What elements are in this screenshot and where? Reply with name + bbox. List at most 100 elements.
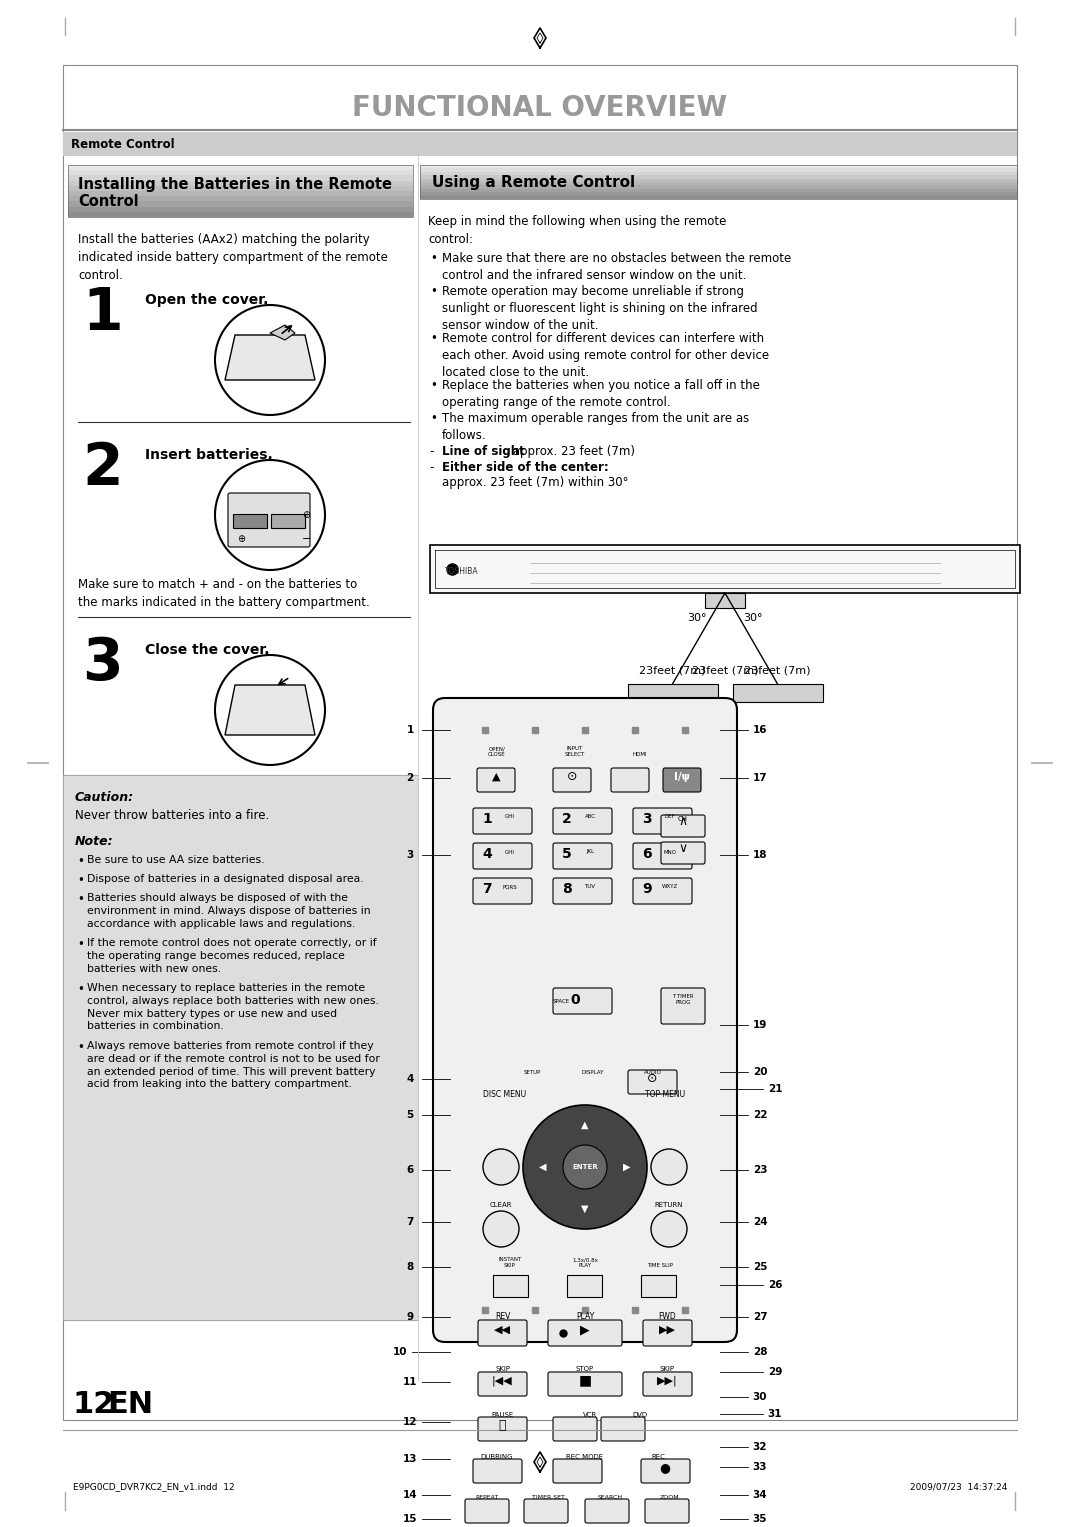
- Bar: [63, 66, 1017, 1420]
- Text: SETUP: SETUP: [524, 1070, 541, 1075]
- FancyBboxPatch shape: [661, 841, 705, 864]
- Text: DVD: DVD: [633, 1412, 648, 1419]
- Text: Installing the Batteries in the Remote
Control: Installing the Batteries in the Remote C…: [78, 177, 392, 209]
- Text: ∨: ∨: [678, 841, 688, 855]
- Bar: [68, 165, 413, 169]
- FancyBboxPatch shape: [473, 808, 532, 834]
- Text: 2: 2: [82, 440, 123, 496]
- Text: 20: 20: [753, 1067, 767, 1077]
- FancyBboxPatch shape: [553, 1458, 602, 1483]
- Text: ◀◀: ◀◀: [494, 1325, 511, 1335]
- Text: REPEAT: REPEAT: [475, 1495, 499, 1500]
- Text: OPEN/
CLOSE: OPEN/ CLOSE: [488, 747, 505, 757]
- Polygon shape: [225, 686, 315, 734]
- Text: 22: 22: [753, 1110, 767, 1119]
- FancyBboxPatch shape: [465, 1500, 509, 1522]
- Text: 9: 9: [643, 883, 652, 896]
- Text: 2: 2: [406, 773, 414, 783]
- Bar: [68, 191, 413, 195]
- FancyBboxPatch shape: [473, 843, 532, 869]
- Bar: [68, 206, 413, 212]
- Text: Always remove batteries from remote control if they
are dead or if the remote co: Always remove batteries from remote cont…: [87, 1041, 380, 1089]
- Text: When necessary to replace batteries in the remote
control, always replace both b: When necessary to replace batteries in t…: [87, 983, 379, 1031]
- Text: PQRS: PQRS: [502, 884, 517, 890]
- Text: 32: 32: [753, 1441, 767, 1452]
- Text: GHI: GHI: [505, 814, 515, 820]
- Text: 10: 10: [393, 1347, 407, 1358]
- Text: RETURN: RETURN: [654, 1202, 684, 1208]
- FancyBboxPatch shape: [633, 878, 692, 904]
- Circle shape: [523, 1106, 647, 1229]
- Text: INSTANT
SKIP: INSTANT SKIP: [498, 1257, 522, 1267]
- Text: 33: 33: [753, 1461, 767, 1472]
- Text: CH: CH: [678, 815, 688, 822]
- Circle shape: [651, 1211, 687, 1248]
- Text: 4: 4: [406, 1073, 414, 1084]
- Bar: [492, 1275, 528, 1296]
- FancyBboxPatch shape: [661, 988, 705, 1025]
- Bar: [271, 515, 305, 528]
- Text: 9: 9: [406, 1312, 414, 1322]
- Bar: [567, 1275, 602, 1296]
- Text: Insert batteries.: Insert batteries.: [145, 447, 273, 463]
- Text: -: -: [430, 461, 438, 473]
- Text: −: −: [302, 534, 311, 544]
- Text: DEF: DEF: [664, 814, 675, 820]
- Text: Close the cover.: Close the cover.: [145, 643, 270, 657]
- Bar: [642, 1275, 676, 1296]
- Text: ⊙: ⊙: [647, 1072, 658, 1086]
- Bar: [420, 176, 1017, 179]
- Bar: [420, 165, 1017, 168]
- Text: 8: 8: [562, 883, 572, 896]
- Text: SEARCH: SEARCH: [597, 1495, 622, 1500]
- Text: ●: ●: [660, 1461, 671, 1474]
- Bar: [420, 168, 1017, 173]
- Text: approx. 23 feet (7m) within 30°: approx. 23 feet (7m) within 30°: [442, 476, 629, 489]
- Circle shape: [563, 1145, 607, 1190]
- Text: : approx. 23 feet (7m): : approx. 23 feet (7m): [505, 444, 635, 458]
- FancyBboxPatch shape: [433, 698, 737, 1342]
- Text: CLEAR: CLEAR: [489, 1202, 512, 1208]
- FancyBboxPatch shape: [553, 768, 591, 793]
- Text: 12: 12: [403, 1417, 417, 1428]
- Text: 23feet (7m): 23feet (7m): [744, 666, 811, 676]
- Text: EN: EN: [107, 1390, 153, 1419]
- Text: 27: 27: [753, 1312, 767, 1322]
- Text: ▲: ▲: [581, 1119, 589, 1130]
- Bar: [420, 179, 1017, 182]
- FancyBboxPatch shape: [430, 545, 1020, 592]
- FancyBboxPatch shape: [473, 878, 532, 904]
- Text: •: •: [77, 893, 84, 906]
- Text: SKIP: SKIP: [496, 1367, 511, 1371]
- Text: ▶▶: ▶▶: [659, 1325, 675, 1335]
- Text: 7: 7: [406, 1217, 414, 1228]
- Bar: [420, 189, 1017, 192]
- Text: •: •: [77, 983, 84, 996]
- Text: 6: 6: [643, 847, 652, 861]
- Text: •: •: [77, 873, 84, 887]
- Text: 19: 19: [753, 1020, 767, 1031]
- Bar: [68, 186, 413, 191]
- Text: 7: 7: [482, 883, 491, 896]
- Text: 25: 25: [753, 1261, 767, 1272]
- Text: •: •: [430, 252, 437, 266]
- Text: REC MODE: REC MODE: [566, 1454, 604, 1460]
- Text: •: •: [430, 286, 437, 298]
- Text: E9PG0CD_DVR7KC2_EN_v1.indd  12: E9PG0CD_DVR7KC2_EN_v1.indd 12: [73, 1483, 234, 1492]
- Text: ZOOM: ZOOM: [660, 1495, 679, 1500]
- Text: 34: 34: [753, 1490, 767, 1500]
- FancyBboxPatch shape: [661, 815, 705, 837]
- FancyBboxPatch shape: [553, 843, 612, 869]
- Text: Note:: Note:: [75, 835, 113, 847]
- Text: ◀: ◀: [539, 1162, 546, 1173]
- Text: -: -: [430, 444, 438, 458]
- Bar: [68, 212, 413, 217]
- FancyBboxPatch shape: [477, 768, 515, 793]
- Text: HDMI: HDMI: [633, 751, 647, 757]
- Text: 3: 3: [82, 635, 123, 692]
- Bar: [420, 192, 1017, 195]
- Text: JKL: JKL: [586, 849, 594, 855]
- FancyBboxPatch shape: [642, 1458, 690, 1483]
- Text: If the remote control does not operate correctly, or if
the operating range beco: If the remote control does not operate c…: [87, 938, 377, 974]
- Text: STOP: STOP: [576, 1367, 594, 1371]
